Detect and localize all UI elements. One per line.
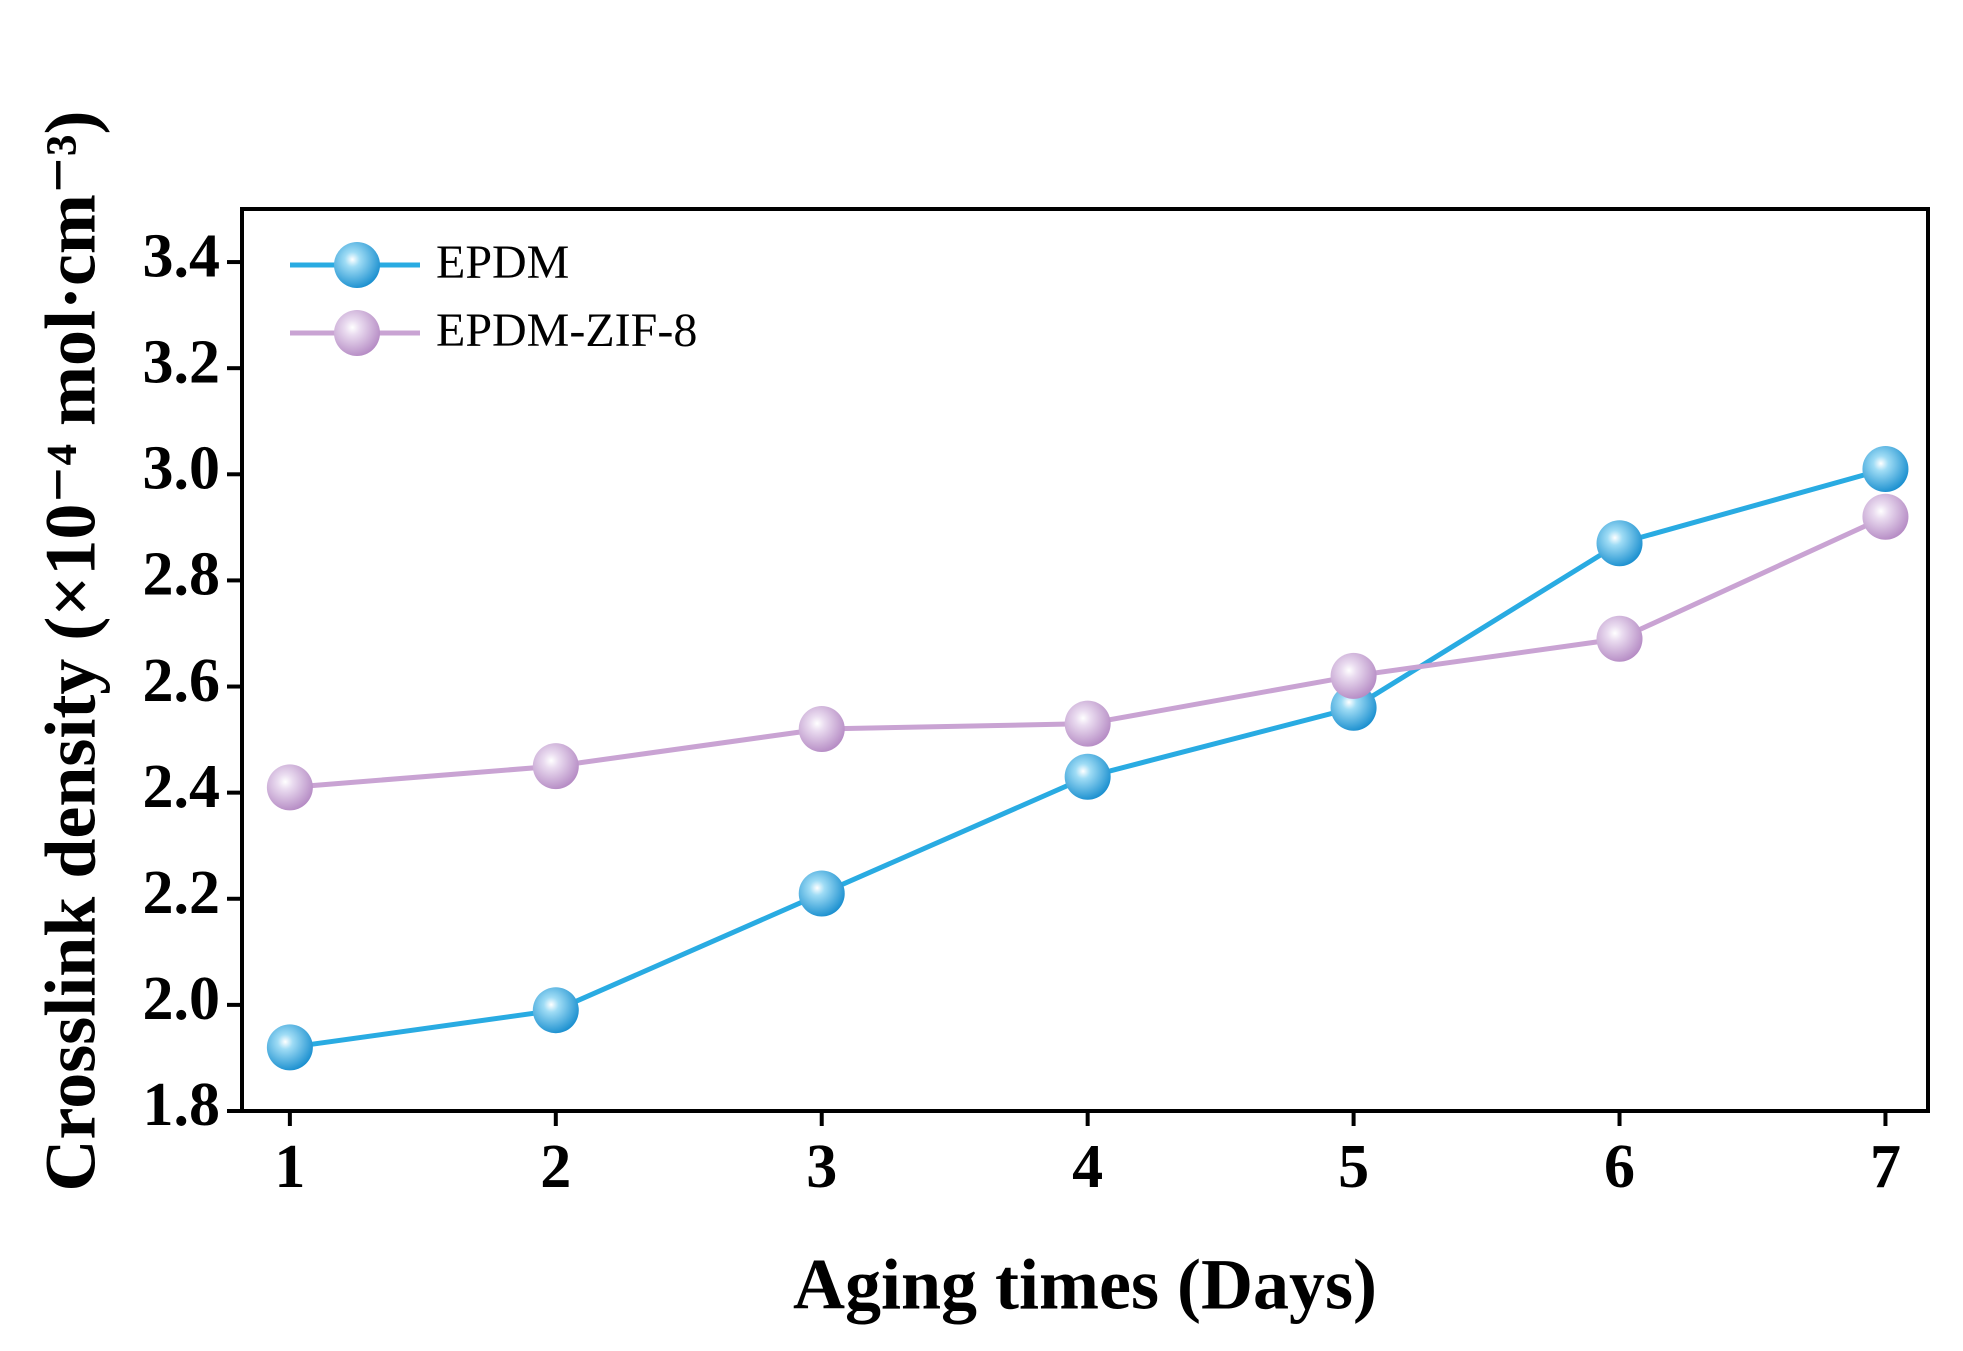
marker (266, 1024, 313, 1071)
marker (1064, 753, 1111, 800)
y-tick-label: 1.8 (143, 1071, 221, 1139)
y-tick-label: 3.0 (143, 435, 221, 503)
marker (798, 705, 845, 752)
marker (1330, 652, 1377, 699)
marker (1064, 700, 1111, 747)
legend-marker (334, 310, 380, 356)
y-tick-label: 2.6 (143, 647, 221, 715)
legend-label: EPDM-ZIF-8 (436, 304, 697, 357)
x-tick-label: 4 (1072, 1133, 1103, 1201)
marker (1330, 684, 1377, 731)
y-tick-label: 2.2 (143, 859, 221, 927)
y-axis-title: Crosslink density (×10⁻⁴ mol·cm⁻³) (31, 111, 111, 1192)
marker (1862, 493, 1909, 540)
marker (532, 987, 579, 1034)
x-tick-label: 3 (806, 1133, 837, 1201)
x-tick-label: 2 (540, 1133, 571, 1201)
y-tick-label: 2.4 (143, 753, 221, 821)
marker (798, 870, 845, 917)
x-tick-label: 7 (1870, 1133, 1901, 1201)
marker (532, 743, 579, 790)
x-tick-label: 6 (1604, 1133, 1635, 1201)
y-tick-label: 2.0 (143, 965, 221, 1033)
series-line (289, 514, 1887, 790)
y-tick-label: 2.8 (143, 541, 221, 609)
marker (1862, 445, 1909, 492)
x-tick-label: 5 (1338, 1133, 1369, 1201)
plot-frame (240, 207, 1930, 1113)
legend-label: EPDM (436, 236, 569, 289)
y-tick-label: 3.4 (143, 222, 221, 290)
marker (266, 764, 313, 811)
marker (1596, 615, 1643, 662)
legend-marker (334, 242, 380, 288)
x-axis-title: Aging times (Days) (793, 1245, 1377, 1325)
x-tick-label: 1 (274, 1133, 305, 1201)
marker (1596, 520, 1643, 567)
y-tick-label: 3.2 (143, 328, 221, 396)
